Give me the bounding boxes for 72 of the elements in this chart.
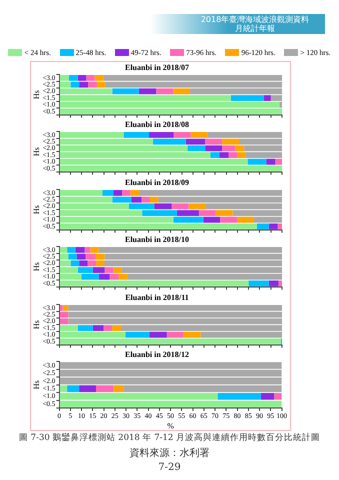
- bar: [268, 223, 278, 230]
- chart-title: Eluanbi in 2018/07: [124, 62, 190, 72]
- bar: [130, 190, 140, 196]
- caption: 圖 7-30 鵝鑾鼻浮標測站 2018 年 7-12 月波高與連續作用時數百分比統計圖: [18, 432, 322, 444]
- bar: [266, 159, 276, 166]
- y-axis-title: Hs: [32, 262, 41, 272]
- source-note: 資料來源：水利署: [128, 446, 210, 460]
- bar: [113, 190, 122, 196]
- chart-title: Eluanbi in 2018/11: [125, 292, 189, 302]
- bar: [104, 324, 112, 331]
- bar: [124, 132, 150, 138]
- bar: [275, 159, 282, 166]
- bar: [156, 88, 174, 94]
- bar: [92, 324, 104, 331]
- bar: [264, 95, 271, 101]
- bar: [174, 132, 191, 138]
- bar: [256, 223, 269, 230]
- bar: [274, 393, 282, 400]
- bar: [278, 280, 282, 287]
- bar: [62, 304, 68, 310]
- bar: [112, 88, 139, 94]
- bar: [131, 196, 142, 202]
- bar: [220, 216, 238, 222]
- chart-title: Eluanbi in 2018/09: [124, 178, 190, 187]
- y-axis-title: Hs: [32, 320, 41, 329]
- bar: [138, 88, 156, 94]
- bar: [210, 152, 220, 158]
- bar: [190, 132, 208, 138]
- bar: [152, 139, 186, 145]
- bar: [141, 196, 150, 202]
- chart-title: Eluanbi in 2018/10: [124, 235, 190, 244]
- bar: [149, 331, 167, 338]
- bar: [154, 203, 172, 210]
- bar: [166, 331, 184, 338]
- bar: [237, 216, 254, 222]
- bar: [67, 385, 80, 392]
- x-axis-title: %: [167, 421, 174, 430]
- text: 7-29: [157, 462, 182, 473]
- bar: [203, 216, 220, 222]
- bar: [218, 393, 261, 400]
- bar: [188, 203, 206, 210]
- bar: [248, 280, 269, 287]
- bar: [268, 280, 278, 287]
- bar: [176, 210, 199, 216]
- bar: [188, 146, 206, 152]
- bar: [149, 132, 174, 138]
- bar: [150, 196, 158, 202]
- bar: [173, 88, 190, 94]
- bar: [122, 190, 130, 196]
- bar: [79, 385, 96, 392]
- bar: [172, 203, 189, 210]
- y-axis-title: Hs: [32, 90, 41, 100]
- bar: [205, 139, 222, 145]
- bar: [260, 393, 274, 400]
- bar: [248, 159, 266, 166]
- y-axis-title: Hs: [32, 205, 41, 214]
- bar: [78, 324, 93, 331]
- bar: [198, 210, 216, 216]
- text: 2018年臺灣海域波浪觀測資料月統計年報: [200, 15, 310, 33]
- bar: [230, 95, 264, 101]
- chart-title: Eluanbi in 2018/12: [124, 350, 190, 359]
- bar: [216, 210, 233, 216]
- y-axis-title: Hs: [32, 380, 41, 390]
- y-axis-title: Hs: [32, 148, 41, 157]
- bar: [278, 223, 282, 230]
- bar: [186, 139, 206, 145]
- bar: [184, 331, 201, 338]
- chart-title: Eluanbi in 2018/08: [124, 120, 190, 130]
- bar: [113, 385, 124, 392]
- bar: [96, 385, 114, 392]
- bar: [112, 324, 121, 331]
- bar: [125, 331, 150, 338]
